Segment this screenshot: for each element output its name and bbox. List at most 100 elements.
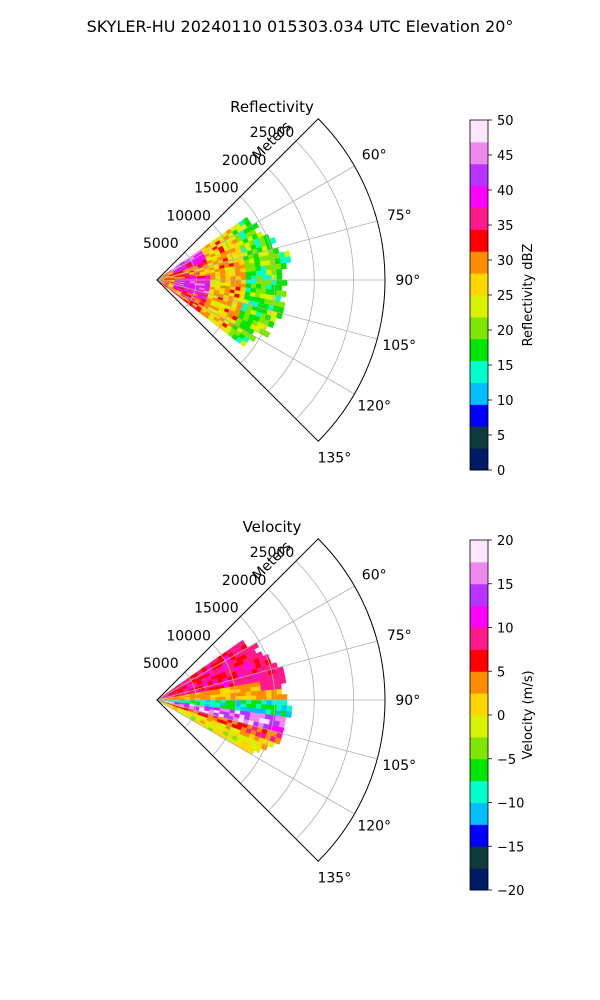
data-cell bbox=[266, 274, 272, 281]
colorbar-tick-label: 20 bbox=[497, 324, 514, 339]
data-cell bbox=[255, 266, 262, 272]
angle-tick-label: 105° bbox=[382, 758, 416, 774]
data-cell bbox=[276, 268, 283, 275]
colorbar-tick-label: 10 bbox=[497, 394, 514, 409]
colorbar-swatch bbox=[470, 163, 488, 187]
data-cell bbox=[215, 697, 221, 701]
angular-gridline bbox=[156, 279, 378, 340]
data-cell bbox=[220, 696, 226, 701]
data-cell bbox=[256, 279, 262, 285]
radial-tick-label: 20000 bbox=[222, 153, 267, 169]
colorbar-tick-label: 5 bbox=[497, 665, 505, 680]
data-cell bbox=[275, 290, 282, 297]
colorbar-swatch bbox=[470, 627, 488, 650]
colorbar-swatch bbox=[470, 605, 488, 628]
data-cell bbox=[275, 683, 282, 690]
angle-tick-label: 60° bbox=[362, 148, 387, 164]
data-cell bbox=[256, 695, 262, 701]
colorbar-swatch bbox=[470, 273, 488, 296]
data-cell bbox=[269, 236, 277, 245]
data-cell bbox=[235, 276, 242, 281]
data-cell bbox=[235, 703, 242, 708]
data-cell bbox=[235, 696, 242, 701]
data-cell bbox=[255, 704, 262, 710]
colorbar-tick-label: 25 bbox=[497, 289, 514, 304]
data-cell bbox=[220, 273, 226, 278]
data-cell bbox=[281, 699, 288, 706]
data-cell bbox=[260, 270, 267, 276]
data-cell bbox=[261, 699, 267, 705]
colorbar-tick-label: −20 bbox=[497, 884, 524, 899]
data-cell bbox=[255, 270, 262, 276]
colorbar-swatch bbox=[470, 404, 488, 427]
colorbar-swatch bbox=[470, 780, 488, 803]
data-cell bbox=[284, 256, 292, 264]
colorbar-swatch bbox=[470, 824, 488, 847]
data-cell bbox=[265, 289, 272, 296]
data-cell bbox=[260, 690, 267, 696]
colorbar-swatch bbox=[470, 360, 488, 383]
colorbar-swatch bbox=[470, 229, 488, 252]
data-field bbox=[158, 639, 293, 756]
colorbar-swatch bbox=[470, 295, 488, 318]
data-cell bbox=[275, 263, 282, 270]
colorbar-swatch bbox=[470, 207, 488, 230]
angle-tick-label: 90° bbox=[395, 693, 420, 709]
radial-tick-label: 20000 bbox=[222, 573, 267, 589]
data-cell bbox=[225, 279, 232, 284]
data-cell bbox=[215, 694, 221, 698]
data-cell bbox=[280, 290, 287, 298]
data-cell bbox=[220, 693, 226, 698]
data-cell bbox=[276, 279, 283, 286]
angular-gridline bbox=[156, 220, 378, 281]
data-cell bbox=[261, 279, 267, 285]
reflectivity-title: Reflectivity bbox=[230, 98, 314, 116]
data-cell bbox=[267, 320, 275, 329]
data-cell bbox=[255, 284, 262, 290]
data-cell bbox=[240, 268, 247, 273]
colorbar-swatch bbox=[470, 141, 488, 165]
data-cell bbox=[271, 269, 277, 276]
data-cell bbox=[240, 703, 247, 708]
data-cell bbox=[265, 264, 272, 271]
data-cell bbox=[240, 275, 247, 281]
angular-gridline bbox=[156, 165, 355, 281]
data-cell bbox=[225, 273, 232, 278]
colorbar-swatch bbox=[470, 316, 488, 340]
data-cell bbox=[215, 699, 221, 703]
angle-tick-label: 120° bbox=[357, 818, 391, 834]
data-cell bbox=[260, 708, 267, 715]
data-cell bbox=[245, 275, 252, 281]
radial-tick-label: 25000 bbox=[250, 125, 295, 141]
colorbar-swatch bbox=[470, 736, 488, 760]
data-cell bbox=[245, 687, 252, 693]
data-cell bbox=[276, 699, 283, 706]
data-cell bbox=[210, 274, 216, 278]
colorbar-tick-label: 0 bbox=[497, 709, 505, 724]
radial-tick-label: 25000 bbox=[250, 545, 295, 561]
data-cell bbox=[286, 705, 293, 713]
colorbar-tick-label: 45 bbox=[497, 149, 514, 164]
colorbar-tick-label: 15 bbox=[497, 359, 514, 374]
data-cell bbox=[266, 704, 272, 711]
data-cell bbox=[260, 288, 267, 295]
data-cell bbox=[281, 279, 288, 286]
data-cell bbox=[215, 277, 221, 281]
data-cell bbox=[265, 709, 272, 716]
colorbar-swatch bbox=[470, 758, 488, 782]
data-cell bbox=[251, 275, 257, 281]
angular-gridline bbox=[156, 640, 378, 701]
radial-tick-label: 5000 bbox=[143, 656, 179, 672]
data-cell bbox=[261, 695, 267, 701]
colorbar-swatch bbox=[470, 426, 488, 449]
data-cell bbox=[255, 690, 262, 696]
data-cell bbox=[254, 681, 261, 688]
colorbar-swatch bbox=[470, 338, 488, 362]
colorbar-label: Reflectivity dBZ bbox=[521, 244, 536, 347]
figure-title: SKYLER-HU 20240110 015303.034 UTC Elevat… bbox=[87, 17, 514, 36]
radial-tick-label: 5000 bbox=[143, 236, 179, 252]
data-cell bbox=[254, 261, 261, 268]
data-cell bbox=[266, 279, 272, 286]
data-cell bbox=[281, 705, 288, 712]
